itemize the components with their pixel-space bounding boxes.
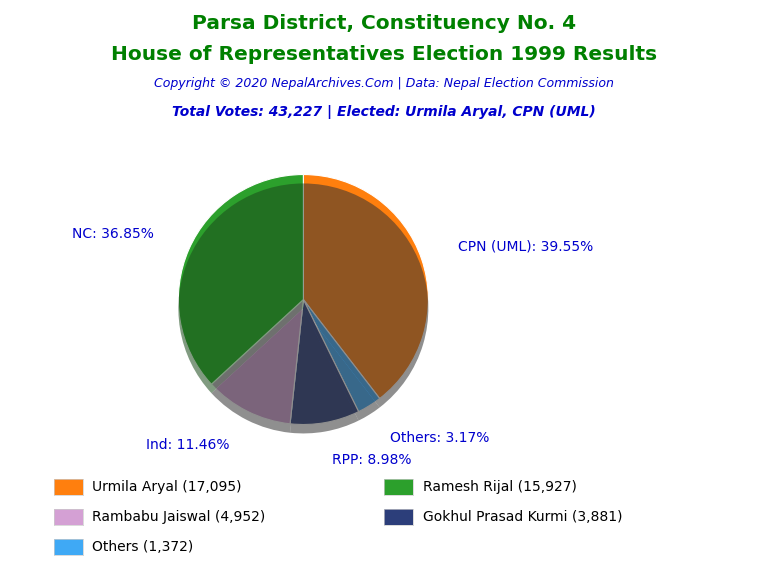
Text: Ramesh Rijal (15,927): Ramesh Rijal (15,927) — [422, 480, 577, 494]
Text: Gokhul Prasad Kurmi (3,881): Gokhul Prasad Kurmi (3,881) — [422, 510, 622, 524]
Text: Others (1,372): Others (1,372) — [92, 540, 194, 554]
Wedge shape — [211, 300, 303, 424]
Text: Ind: 11.46%: Ind: 11.46% — [147, 438, 230, 452]
Text: Parsa District, Constituency No. 4: Parsa District, Constituency No. 4 — [192, 14, 576, 33]
Wedge shape — [303, 309, 379, 420]
Wedge shape — [290, 309, 359, 433]
Wedge shape — [303, 300, 379, 412]
Wedge shape — [303, 175, 429, 399]
Text: House of Representatives Election 1999 Results: House of Representatives Election 1999 R… — [111, 45, 657, 64]
Wedge shape — [303, 184, 429, 407]
Text: Rambabu Jaiswal (4,952): Rambabu Jaiswal (4,952) — [92, 510, 266, 524]
Text: RPP: 8.98%: RPP: 8.98% — [332, 453, 412, 467]
Text: Others: 3.17%: Others: 3.17% — [389, 431, 489, 445]
Text: Urmila Aryal (17,095): Urmila Aryal (17,095) — [92, 480, 242, 494]
Text: Copyright © 2020 NepalArchives.Com | Data: Nepal Election Commission: Copyright © 2020 NepalArchives.Com | Dat… — [154, 77, 614, 90]
Text: NC: 36.85%: NC: 36.85% — [72, 227, 154, 241]
Wedge shape — [178, 184, 303, 393]
Wedge shape — [211, 309, 303, 433]
Text: Total Votes: 43,227 | Elected: Urmila Aryal, CPN (UML): Total Votes: 43,227 | Elected: Urmila Ar… — [172, 105, 596, 119]
Wedge shape — [290, 300, 359, 425]
Text: CPN (UML): 39.55%: CPN (UML): 39.55% — [458, 240, 593, 254]
Wedge shape — [178, 175, 303, 384]
